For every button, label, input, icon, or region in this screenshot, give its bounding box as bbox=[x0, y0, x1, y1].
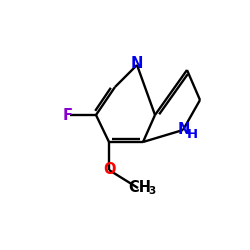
Text: H: H bbox=[186, 128, 198, 140]
Text: CH: CH bbox=[128, 180, 152, 194]
Text: N: N bbox=[178, 122, 190, 138]
Text: N: N bbox=[131, 56, 143, 72]
Text: F: F bbox=[63, 108, 73, 122]
Text: 3: 3 bbox=[148, 186, 156, 196]
Text: O: O bbox=[103, 162, 115, 176]
